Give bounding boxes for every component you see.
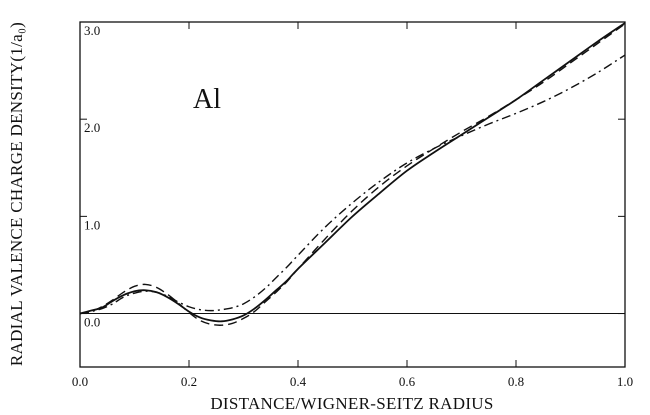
y-tick-label: 2.0 [84,120,100,135]
plot-area: 0.0 0.2 0.4 0.6 0.8 1.0 0.0 1.0 2.0 3.0 [72,21,633,389]
series-line-solid [79,22,626,323]
x-tick-label: 0.0 [72,374,88,389]
series-group [79,22,626,326]
y-tick-label: 1.0 [84,217,100,232]
y-axis-title: RADIAL VALENCE CHARGE DENSITY(1/a₀) [7,22,26,366]
x-ticks: 0.0 0.2 0.4 0.6 0.8 1.0 [72,22,633,389]
y-ticks: 0.0 1.0 2.0 3.0 [80,21,625,330]
x-tick-label: 0.4 [290,374,307,389]
x-tick-label: 0.8 [508,374,524,389]
x-tick-label: 1.0 [617,374,633,389]
x-tick-label: 0.2 [181,374,197,389]
annotation-label: Al [193,84,221,115]
series-line-dashed [79,23,626,326]
y-tick-label: 0.0 [84,315,100,330]
y-tick-label: 3.0 [84,23,100,38]
series-line-dash-dot [79,54,626,315]
x-tick-label: 0.6 [399,374,416,389]
plot-frame [79,21,626,368]
x-axis-title: DISTANCE/WIGNER-SEITZ RADIUS [210,394,493,413]
